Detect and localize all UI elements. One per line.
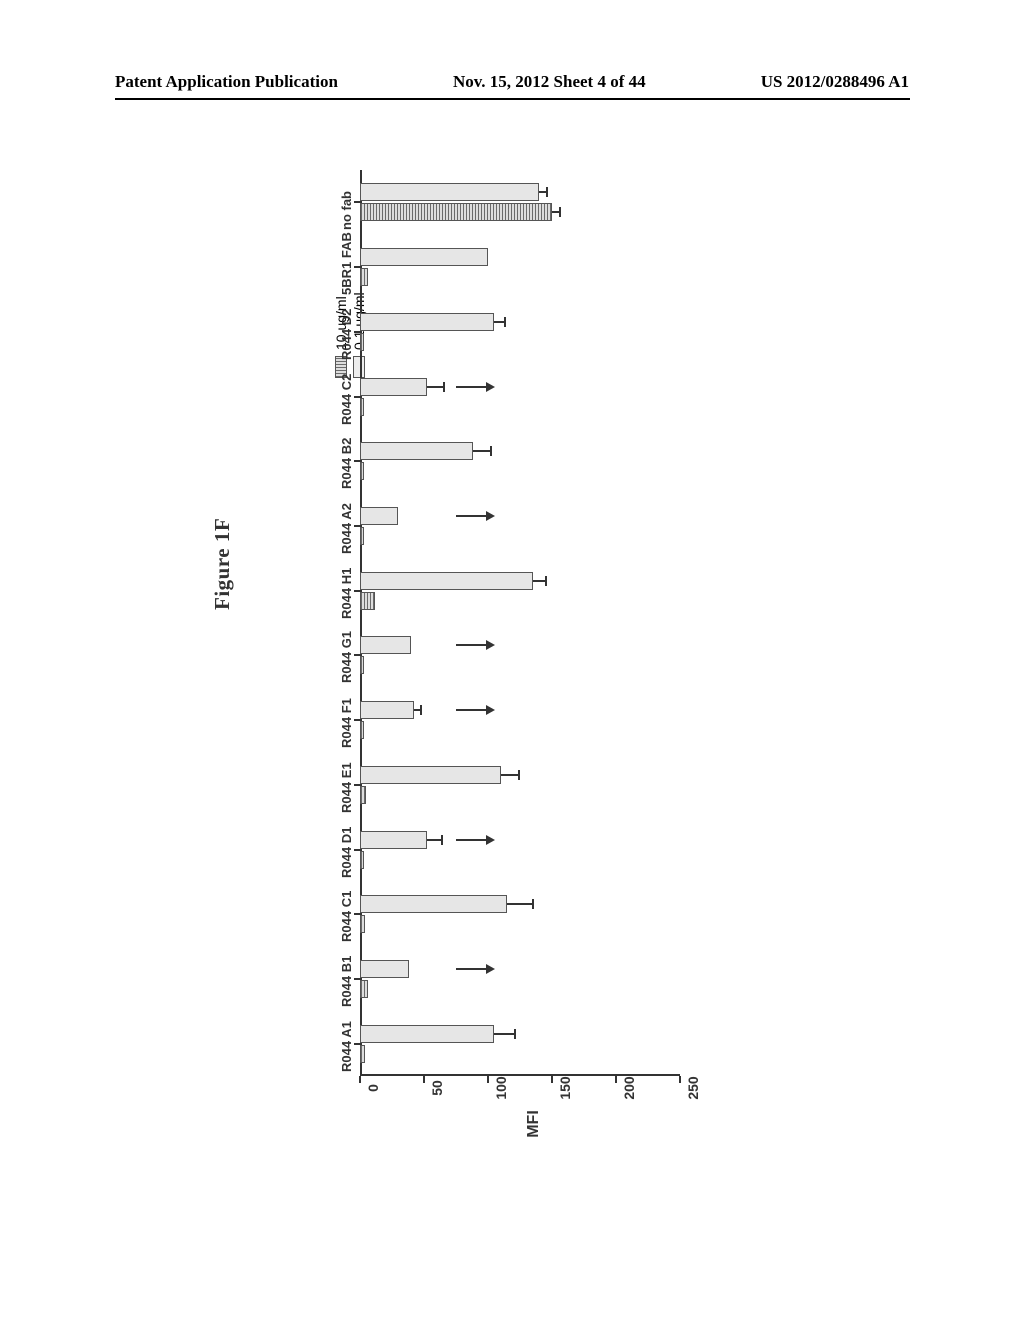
bar-0.1ugml	[360, 507, 398, 525]
error-cap	[504, 317, 506, 327]
bar-10ugml	[360, 268, 368, 286]
arrow-icon	[456, 839, 488, 841]
arrow-head-icon	[486, 964, 495, 974]
category-group: R044 G1	[360, 623, 680, 688]
bar-0.1ugml	[360, 378, 427, 396]
category-group: R044 A1	[360, 1011, 680, 1076]
category-group: R044 E1	[360, 752, 680, 817]
bar-10ugml	[360, 462, 364, 480]
arrow-icon	[456, 515, 488, 517]
error-cap	[518, 770, 520, 780]
error-cap	[490, 446, 492, 456]
category-group: no fab	[360, 170, 680, 235]
bar-10ugml	[360, 203, 552, 221]
category-group: R044 F1	[360, 688, 680, 753]
bar-10ugml	[360, 592, 375, 610]
bar-10ugml	[360, 851, 364, 869]
error-cap	[545, 576, 547, 586]
category-group: 5BR1 FAB	[360, 235, 680, 300]
category-group: R044 B1	[360, 947, 680, 1012]
category-group: R044 H1	[360, 558, 680, 623]
error-bar	[473, 450, 491, 452]
error-cap	[420, 705, 422, 715]
bar-10ugml	[360, 656, 364, 674]
bar-0.1ugml	[360, 701, 414, 719]
arrow-icon	[456, 386, 488, 388]
category-group: R044 A2	[360, 494, 680, 559]
category-label: R044 G1	[339, 631, 354, 683]
error-cap	[559, 207, 561, 217]
category-label: R044 D2	[339, 309, 354, 360]
arrow-head-icon	[486, 835, 495, 845]
category-label: R044 F1	[339, 698, 354, 748]
category-label: 5BR1 FAB	[339, 232, 354, 295]
figure-title: Figure 1F	[210, 518, 235, 610]
category-label: R044 A2	[339, 503, 354, 554]
bar-chart: 050100150200250MFIR044 A1R044 B1R044 C1R…	[360, 170, 680, 1076]
error-cap	[546, 187, 548, 197]
arrow-icon	[456, 709, 488, 711]
category-label: R044 C1	[339, 891, 354, 942]
arrow-head-icon	[486, 382, 495, 392]
arrow-icon	[456, 968, 488, 970]
axis-tick	[551, 1076, 553, 1083]
error-bar	[427, 386, 445, 388]
bar-10ugml	[360, 398, 364, 416]
bar-0.1ugml	[360, 442, 473, 460]
category-label: R044 B1	[339, 956, 354, 1007]
bar-0.1ugml	[360, 572, 533, 590]
error-bar	[494, 1033, 514, 1035]
bar-0.1ugml	[360, 960, 409, 978]
bar-10ugml	[360, 527, 364, 545]
category-label: R044 E1	[339, 762, 354, 813]
category-label: R044 B2	[339, 438, 354, 489]
category-label: R044 H1	[339, 567, 354, 618]
bar-0.1ugml	[360, 895, 507, 913]
arrow-head-icon	[486, 640, 495, 650]
error-bar	[507, 903, 533, 905]
header-left: Patent Application Publication	[115, 72, 338, 92]
bar-0.1ugml	[360, 1025, 494, 1043]
bar-0.1ugml	[360, 313, 494, 331]
header-center: Nov. 15, 2012 Sheet 4 of 44	[453, 72, 646, 92]
axis-tick	[359, 1076, 361, 1083]
bar-10ugml	[360, 721, 364, 739]
bar-0.1ugml	[360, 248, 488, 266]
category-label: R044 A1	[339, 1021, 354, 1072]
arrow-icon	[456, 644, 488, 646]
bar-0.1ugml	[360, 766, 501, 784]
error-bar	[501, 774, 519, 776]
error-cap	[514, 1029, 516, 1039]
bar-10ugml	[360, 1045, 365, 1063]
axis-tick	[423, 1076, 425, 1083]
error-cap	[441, 835, 443, 845]
arrow-head-icon	[486, 705, 495, 715]
axis-tick	[615, 1076, 617, 1083]
category-group: R044 C1	[360, 882, 680, 947]
bar-10ugml	[360, 980, 368, 998]
category-group: R044 D2	[360, 299, 680, 364]
category-label: R044 D1	[339, 826, 354, 877]
category-label: no fab	[339, 191, 354, 230]
error-cap	[532, 899, 534, 909]
category-label: R044 C2	[339, 373, 354, 424]
bar-10ugml	[360, 786, 366, 804]
header-rule	[115, 98, 910, 100]
arrow-head-icon	[486, 511, 495, 521]
error-bar	[427, 839, 442, 841]
header-right: US 2012/0288496 A1	[761, 72, 909, 92]
error-cap	[443, 382, 445, 392]
category-group: R044 C2	[360, 364, 680, 429]
bar-10ugml	[360, 915, 365, 933]
axis-tick	[487, 1076, 489, 1083]
bar-0.1ugml	[360, 636, 411, 654]
bar-0.1ugml	[360, 831, 427, 849]
bar-0.1ugml	[360, 183, 539, 201]
axis-tick	[679, 1076, 681, 1083]
category-group: R044 D1	[360, 817, 680, 882]
bar-10ugml	[360, 333, 364, 351]
category-group: R044 B2	[360, 429, 680, 494]
